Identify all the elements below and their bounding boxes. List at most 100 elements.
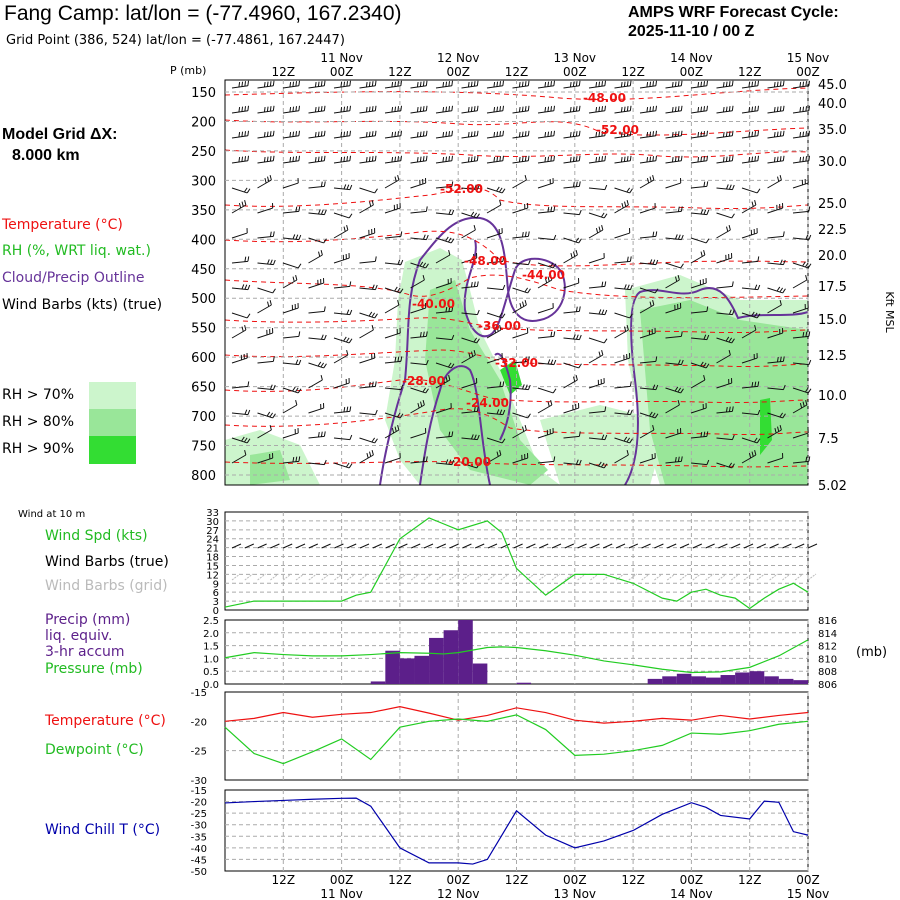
wind-barb-feather <box>575 237 580 243</box>
wind-barb-feather <box>677 131 680 137</box>
wind-barb-staff <box>614 260 631 264</box>
wind-barb-feather <box>521 131 524 137</box>
wind-speed-tick: 30 <box>206 517 219 528</box>
wind-barb-feather <box>346 131 349 137</box>
isotherm-label: -24.00 <box>466 396 509 410</box>
wind-barb-feather <box>544 278 548 284</box>
wind-barb-feather <box>777 426 780 432</box>
wind-barb-feather <box>448 156 451 162</box>
wind-barb-staff <box>767 412 783 419</box>
surface-barb-grid <box>782 573 791 581</box>
wind-barb-staff <box>282 210 299 214</box>
wind-barb-feather <box>802 261 806 267</box>
wind-barb-feather <box>731 281 734 287</box>
wind-barb-feather <box>782 105 785 111</box>
wind-barb-feather <box>671 132 674 138</box>
isotherm <box>224 149 809 158</box>
wind-barb-feather <box>578 155 581 161</box>
wind-barb-staff <box>588 229 604 239</box>
wind-barb-feather <box>805 131 808 137</box>
wind-barb-staff <box>257 85 274 89</box>
wind-barb-feather <box>728 350 731 356</box>
wind-barb-feather <box>448 306 451 312</box>
wind-barb-feather <box>646 82 649 88</box>
wind-barb-feather <box>705 363 710 369</box>
wind-barb-staff <box>512 160 529 164</box>
surface-barb-true <box>577 543 587 549</box>
wind-barb-feather <box>244 156 247 162</box>
wind-barb-staff <box>563 237 579 244</box>
wind-barb-feather <box>550 400 553 406</box>
wind-barb-feather <box>320 181 323 187</box>
wind-barb-feather <box>808 155 810 161</box>
wind-barb-staff <box>410 387 426 394</box>
wind-barb-feather <box>550 131 553 137</box>
wind-barb-feather <box>522 301 525 307</box>
wind-barb-feather <box>527 155 530 161</box>
wind-barb-feather <box>728 462 733 468</box>
wind-barb-feather <box>731 338 735 344</box>
wind-barb-staff <box>792 262 809 269</box>
wind-barb-staff <box>563 407 579 414</box>
wind-barb-staff <box>486 160 503 164</box>
wind-barb-feather <box>773 157 776 163</box>
wind-barb-staff <box>690 362 707 369</box>
wind-barb-feather <box>652 131 655 137</box>
wind-barb-staff <box>767 135 784 139</box>
wind-barb-feather <box>728 81 731 87</box>
wind-barb-staff <box>231 160 248 164</box>
wind-barb-feather <box>241 131 244 137</box>
wind-barb-staff <box>741 437 758 444</box>
wind-barb-feather <box>323 431 326 437</box>
wind-barb-feather <box>349 434 353 440</box>
wind-barb-feather <box>425 331 428 337</box>
wind-barb-feather <box>649 301 652 307</box>
bottom-time-tick: 00Z <box>446 873 470 887</box>
wind-barb-feather <box>700 81 703 87</box>
wind-barb-feather <box>501 438 506 444</box>
wind-barb-feather <box>349 184 353 190</box>
precip-bar <box>691 676 706 684</box>
wind-barb-feather <box>700 251 703 257</box>
wind-barb-staff <box>639 304 655 314</box>
wind-barb-feather <box>343 184 347 190</box>
panel-frame-wind <box>224 511 809 611</box>
wind-barb-feather <box>677 387 682 393</box>
wind-barb-feather <box>476 281 479 287</box>
surface-barb-true <box>654 543 664 549</box>
wind-barb-feather <box>442 107 445 113</box>
wind-barb-staff <box>435 254 451 264</box>
wind-barb-feather <box>802 401 805 407</box>
wind-barb-feather <box>779 425 782 431</box>
wind-barb-feather <box>471 351 474 357</box>
wind-barb-feather <box>346 106 349 112</box>
wind-barb-feather <box>757 284 761 290</box>
wind-speed-tick: 3 <box>213 597 219 608</box>
wind-barb-feather <box>272 413 276 419</box>
wind-barb-staff <box>741 454 757 464</box>
wind-barb-staff <box>486 329 502 339</box>
surface-barb-true <box>641 543 651 549</box>
wind-barb-staff <box>741 412 758 416</box>
wind-barb-staff <box>639 262 656 266</box>
wind-barb-feather <box>572 181 575 188</box>
surface-barb-true <box>538 543 549 549</box>
wind-speed-tick: 27 <box>206 526 219 537</box>
wind-barb-feather <box>374 256 377 262</box>
height-tick-label: 15.0 <box>818 313 847 328</box>
wind-barb-feather <box>547 156 550 162</box>
wind-barb-staff <box>333 85 350 89</box>
wind-barb-feather <box>292 276 295 282</box>
wind-speed-tick: 6 <box>213 588 219 599</box>
wind-barb-staff <box>461 312 478 316</box>
wind-barb-feather <box>448 431 451 437</box>
wind-barb-feather <box>295 81 298 87</box>
wind-barb-feather <box>805 156 808 162</box>
top-time-tick: 12Z <box>621 65 645 79</box>
wind-barb-feather <box>677 456 680 462</box>
wind-barb-feather <box>603 338 608 344</box>
wind-barb-staff <box>614 357 630 364</box>
wind-barb-feather <box>524 356 527 362</box>
wind-barb-staff <box>359 135 376 139</box>
wind-barb-feather <box>272 356 275 362</box>
